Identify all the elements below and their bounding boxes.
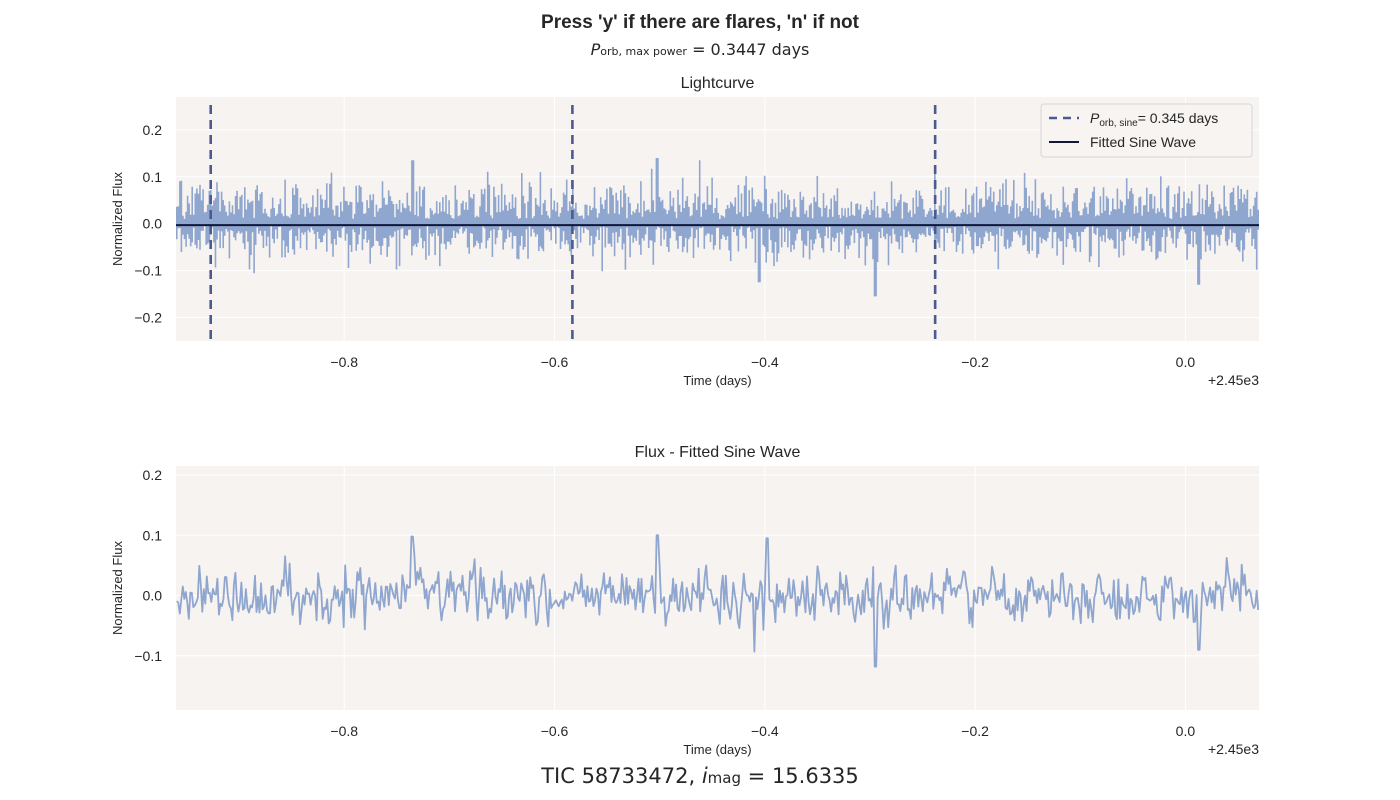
residual-y-axis-label: Normalized Flux [110,541,125,635]
x-tick-label: −0.6 [541,354,569,370]
legend-period-value: = 0.345 days [1138,110,1219,126]
y-tick-label: 0.0 [143,588,163,604]
residual-flux-line [176,534,1260,668]
legend-period-label: Porb, sine= 0.345 days [1090,110,1218,129]
lightcurve-panel: −0.8 −0.6 −0.4 −0.2 0.0 −0.2 −0.1 0.0 0.1 0.2 Li… [110,75,1259,388]
imag-subscript: mag [707,769,741,787]
residual-title: Flux - Fitted Sine Wave [635,444,801,461]
y-tick-label: −0.1 [134,263,162,279]
x-tick-label: −0.4 [751,354,779,370]
x-tick-label: −0.8 [330,723,358,739]
x-tick-label: −0.2 [961,354,989,370]
residual-x-offset-label: +2.45e3 [1208,741,1259,757]
y-tick-label: 0.1 [143,527,163,543]
lightcurve-legend: Porb, sine= 0.345 days Fitted Sine Wave [1040,103,1253,158]
lightcurve-title: Lightcurve [681,75,755,92]
residual-x-tick-labels: −0.8 −0.6 −0.4 −0.2 0.0 [330,723,1195,739]
imag-value: = 15.6335 [747,764,859,788]
y-tick-label: −0.2 [134,310,162,326]
figure-subtitle: Porb, max power = 0.3447 days [0,40,1400,59]
x-tick-label: −0.4 [751,723,779,739]
legend-box [1040,103,1253,158]
legend-period-symbol: P [1090,110,1100,126]
legend-sine-label: Fitted Sine Wave [1090,134,1196,150]
residual-y-tick-labels: −0.1 0.0 0.1 0.2 [134,467,162,664]
residual-panel: −0.8 −0.6 −0.4 −0.2 0.0 −0.1 0.0 0.1 0.2 Flux -… [110,444,1259,757]
x-tick-label: 0.0 [1176,354,1196,370]
x-tick-label: 0.0 [1176,723,1196,739]
imag-symbol: i [701,764,708,788]
lightcurve-x-offset-label: +2.45e3 [1208,372,1259,388]
target-label: TIC 58733472, imag = 15.6335 [0,764,1400,788]
y-tick-label: 0.0 [143,216,163,232]
x-tick-label: −0.6 [541,723,569,739]
subtitle-subscript: orb, max power [600,45,687,58]
figure-title: Press 'y' if there are flares, 'n' if no… [541,12,859,33]
y-tick-label: −0.1 [134,648,162,664]
tic-id: TIC 58733472, [541,764,696,788]
lightcurve-y-axis-label: Normalized Flux [110,172,125,266]
lightcurve-x-tick-labels: −0.8 −0.6 −0.4 −0.2 0.0 [330,354,1195,370]
lightcurve-y-tick-labels: −0.2 −0.1 0.0 0.1 0.2 [134,122,162,326]
y-tick-label: 0.1 [143,169,163,185]
lightcurve-x-axis-label: Time (days) [683,373,751,388]
lightcurve-period-markers [209,105,937,341]
x-tick-label: −0.8 [330,354,358,370]
subtitle-value: = 0.3447 days [692,40,810,59]
y-tick-label: 0.2 [143,467,163,483]
legend-period-subscript: orb, sine [1099,118,1138,129]
y-tick-label: 0.2 [143,122,163,138]
x-tick-label: −0.2 [961,723,989,739]
residual-x-axis-label: Time (days) [683,742,751,757]
subtitle-symbol: P [590,40,601,59]
